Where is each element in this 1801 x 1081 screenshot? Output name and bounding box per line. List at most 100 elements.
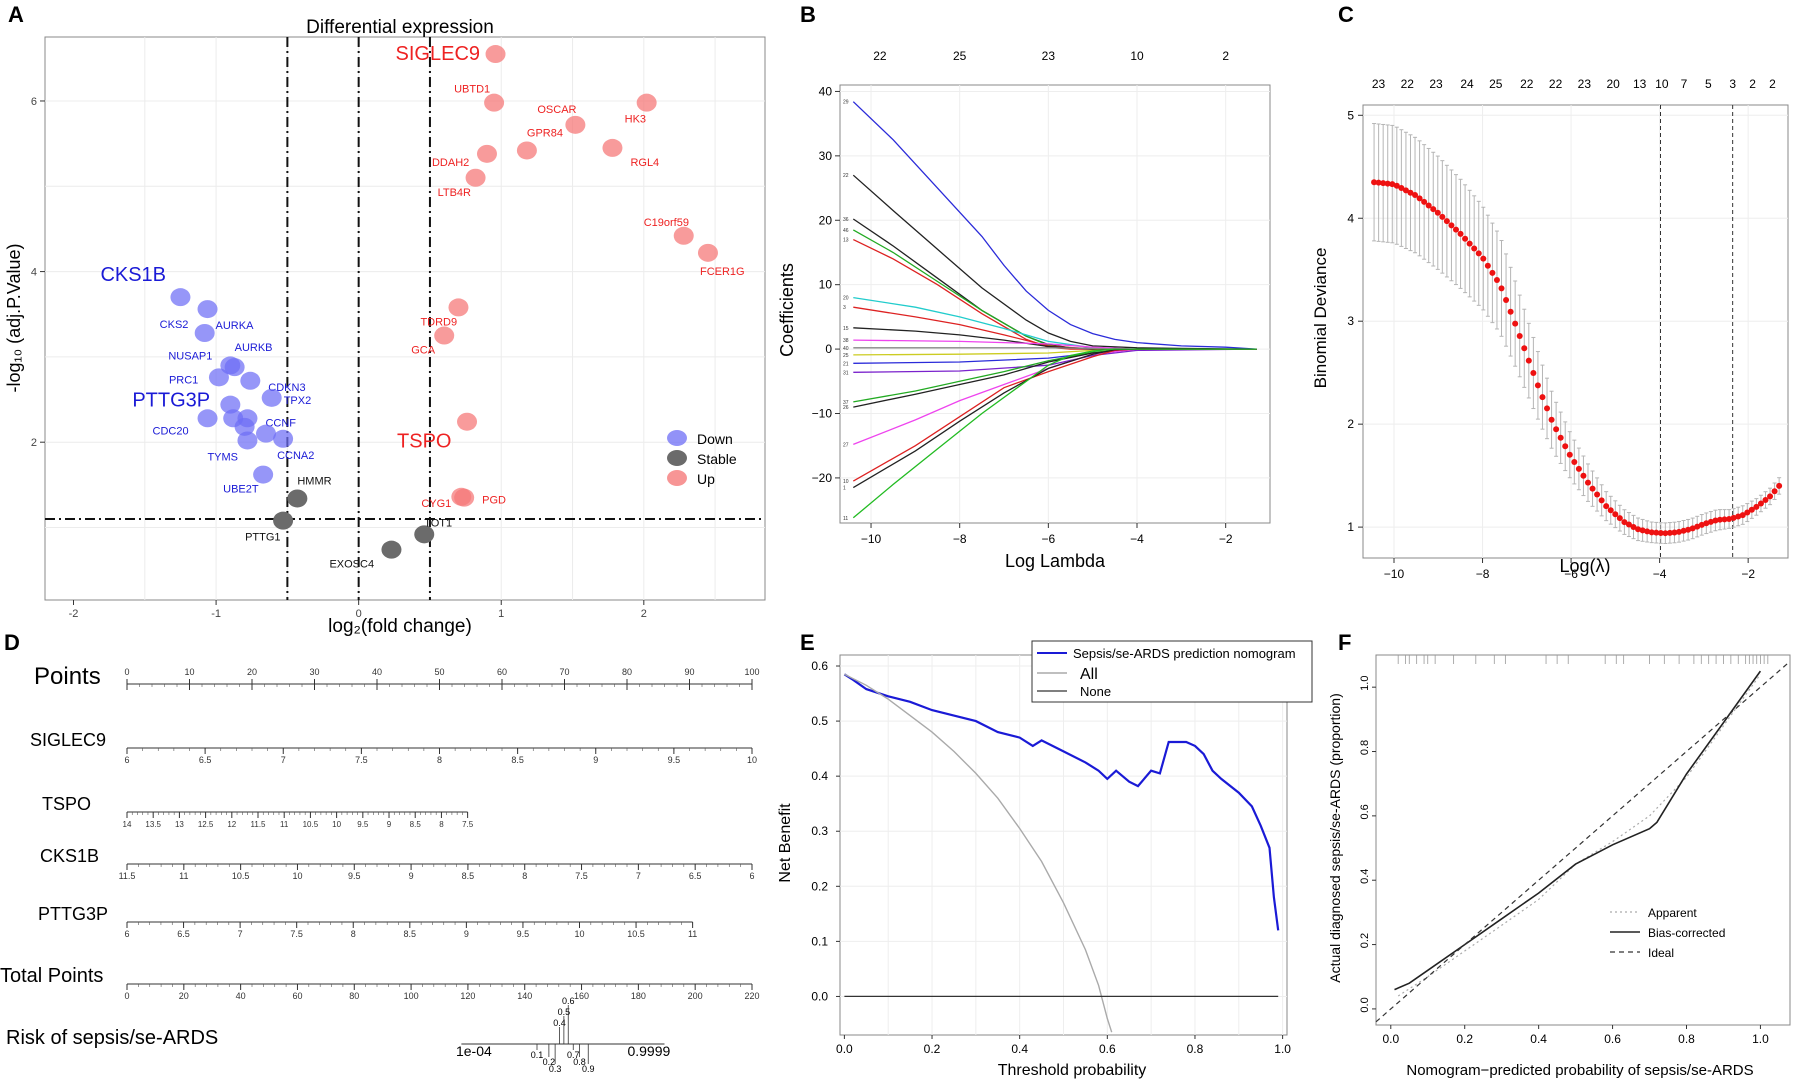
chart-e-axes: 0.0 0.2 0.4 0.6 0.8 1.0 0.0 0.1 0.2 0.3 0.4 0.5 0.6: [811, 659, 1291, 1056]
legend-label-stable: Stable: [697, 451, 737, 467]
deviance-point: [1594, 491, 1601, 498]
point-up: [457, 412, 478, 431]
deviance-point: [1493, 277, 1500, 284]
deviance-point: [1721, 516, 1728, 523]
point-up: [697, 243, 718, 262]
nomogram-tick-label: 7.5: [290, 929, 303, 939]
nomogram-risk-label: 0.4: [553, 1018, 566, 1028]
top-axis-label: 10: [1130, 49, 1144, 63]
path-index-label: 20: [843, 296, 849, 302]
deviance-point: [1566, 451, 1573, 458]
series-line: [843, 673, 1280, 931]
top-axis-label: 23: [1429, 77, 1443, 91]
legend-label-down: Down: [697, 431, 733, 447]
deviance-point: [1598, 497, 1605, 504]
point-label: PTTG1: [245, 532, 280, 544]
nomogram-row-label: Total Points: [0, 965, 103, 987]
chart-f-plot-area: [1375, 654, 1791, 1026]
chart-a-legend: Down Stable Up: [667, 430, 737, 487]
deviance-point: [1452, 226, 1459, 233]
nomogram-tick-label: 9: [387, 820, 392, 829]
coef-path: [852, 101, 1257, 350]
deviance-point: [1625, 521, 1632, 528]
deviance-point: [1480, 255, 1487, 262]
chart-b-grid: [840, 85, 1270, 523]
point-label: AURKB: [235, 342, 273, 354]
nomogram-tick-label: 10: [574, 929, 584, 939]
point-label: CDC20: [153, 425, 189, 437]
nomogram-tick-label: 140: [517, 991, 532, 1001]
point-down: [234, 417, 255, 436]
nomogram-tick-label: 9.5: [517, 929, 530, 939]
top-axis-label: 25: [1489, 77, 1503, 91]
path-index-label: 46: [843, 228, 849, 234]
point-label: RGL4: [630, 157, 659, 169]
path-index-label: 27: [843, 442, 849, 448]
y-tick-label: 5: [1347, 108, 1354, 122]
y-tick-label: 2: [1347, 417, 1354, 431]
y-tick-label: 0.0: [1359, 997, 1371, 1012]
nomogram-risk-label: 0.6: [562, 996, 575, 1006]
deviance-point: [1571, 459, 1578, 466]
point-label: GCA: [411, 345, 436, 357]
deviance-point: [1671, 529, 1678, 536]
point-label: HMMR: [297, 475, 331, 487]
nomogram-tick-label: 120: [460, 991, 475, 1001]
deviance-point: [1521, 345, 1528, 352]
point-label: PTTG3P: [132, 390, 210, 412]
chart-e-legend: Sepsis/se-ARDS prediction nomogram All N…: [1031, 640, 1313, 703]
deviance-point: [1621, 519, 1628, 526]
deviance-point: [1639, 527, 1646, 534]
chart-a-plot-area: [44, 36, 766, 601]
deviance-point: [1534, 382, 1541, 389]
chart-e-decision-curve: 0.0 0.2 0.4 0.6 0.8 1.00.00.10.20.30.40.50.6 …: [777, 640, 1313, 1079]
point-down: [194, 324, 215, 343]
path-index-label: 13: [843, 238, 849, 244]
nomogram-tick-label: 8: [522, 871, 527, 881]
point-up: [602, 138, 623, 157]
nomogram-risk-label: 0.8: [573, 1057, 586, 1067]
deviance-point: [1739, 512, 1746, 519]
point-down: [261, 388, 282, 407]
point-stable: [273, 511, 294, 530]
nomogram-tick-label: 10: [747, 755, 757, 765]
point-up: [434, 326, 455, 345]
deviance-point: [1507, 308, 1514, 315]
chart-b-ylabel: Coefficients: [777, 263, 797, 357]
top-axis-label: 22: [873, 49, 887, 63]
x-tick-label: 0.6: [1604, 1032, 1621, 1046]
path-index-label: 22: [843, 173, 849, 179]
deviance-point: [1434, 209, 1441, 216]
nomogram-risk-label: 0.7: [567, 1050, 580, 1060]
point-label: C19orf59: [644, 217, 689, 229]
nomogram-row-label: Points: [34, 663, 101, 690]
nomogram-tick-label: 60: [497, 667, 507, 677]
deviance-point: [1466, 240, 1473, 247]
y-tick-label: 2: [31, 437, 37, 449]
deviance-point: [1448, 222, 1455, 229]
y-tick-label: 40: [819, 84, 833, 98]
series-line: [1394, 670, 1762, 991]
chart-f-legend: Apparent Bias-corrected Ideal: [1610, 906, 1725, 960]
nomogram-risk-label: 0.3: [549, 1064, 562, 1074]
nomogram-tick-label: 9.5: [668, 755, 681, 765]
point-label: EXOSC4: [329, 559, 374, 571]
deviance-point: [1589, 485, 1596, 492]
deviance-point: [1548, 416, 1555, 423]
nomogram-tick-label: 8.5: [410, 820, 422, 829]
nomogram-tick-label: 40: [236, 991, 246, 1001]
deviance-point: [1744, 509, 1751, 516]
chart-b-axes: −10 −8 −6 −4 −2 −20 −10 0 10 20 30 40 22 25 23 10 2 29 22 3…: [812, 49, 1233, 546]
point-up: [465, 168, 486, 187]
y-tick-label: 0.5: [811, 714, 828, 728]
point-label: OSCAR: [537, 104, 576, 116]
nomogram-tick-label: 10: [292, 871, 302, 881]
deviance-point: [1516, 332, 1523, 339]
legend-dot-down: [667, 430, 687, 446]
deviance-point: [1716, 516, 1723, 523]
deviance-point: [1776, 482, 1783, 489]
top-axis-label: 3: [1729, 77, 1736, 91]
deviance-point: [1603, 503, 1610, 510]
deviance-point: [1498, 285, 1505, 292]
